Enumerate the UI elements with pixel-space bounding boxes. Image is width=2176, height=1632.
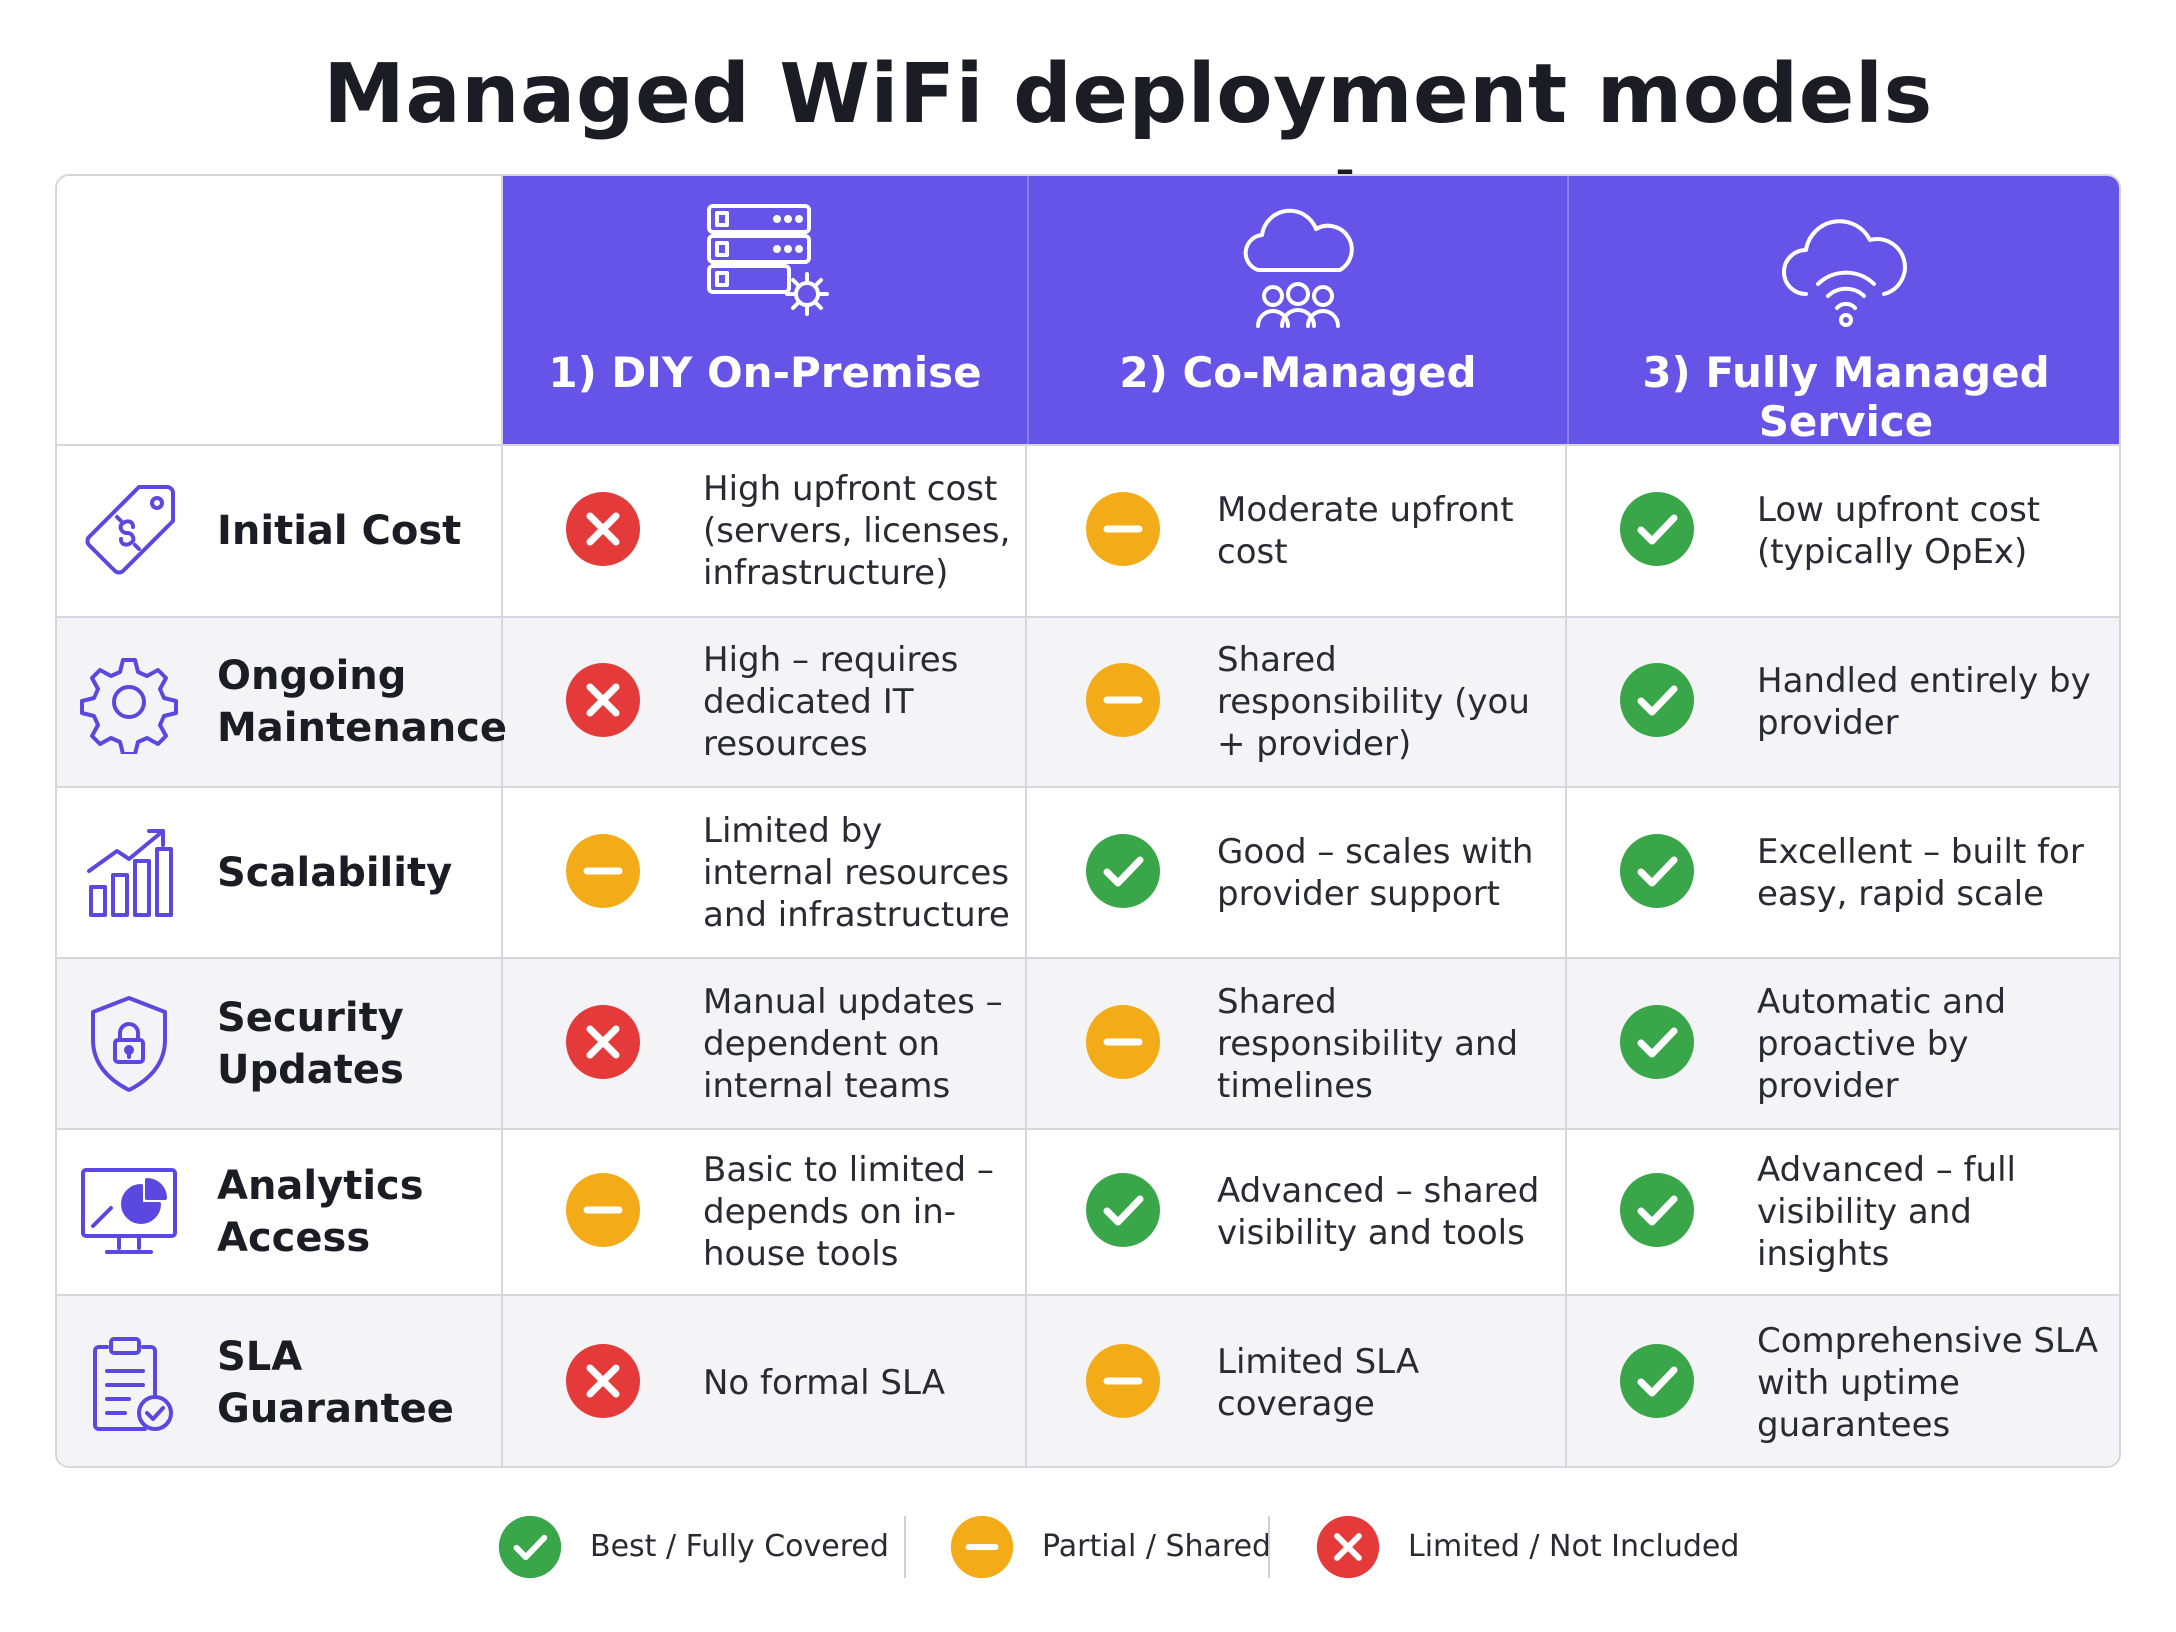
table-row: Ongoing Maintenance High – requires dedi…: [57, 616, 2119, 786]
limited-x-icon: [565, 1004, 641, 1084]
value-cell: Comprehensive SLA with uptime guarantees: [1567, 1296, 2119, 1466]
best-check-icon: [1619, 662, 1695, 742]
criterion-cell: Security Updates: [57, 959, 503, 1128]
value-cell: Good – scales with provider support: [1027, 788, 1567, 957]
value-text: Shared responsibility (you + provider): [1217, 640, 1530, 764]
value-cell: Handled entirely by provider: [1567, 618, 2119, 786]
value-cell: Shared responsibility (you + provider): [1027, 618, 1567, 786]
value-cell: High upfront cost (servers, licenses, in…: [503, 446, 1027, 616]
value-text: Limited SLA coverage: [1217, 1342, 1420, 1424]
best-check-icon: [1619, 1343, 1695, 1423]
value-cell: Automatic and proactive by provider: [1567, 959, 2119, 1128]
value-cell: No formal SLA: [503, 1296, 1027, 1466]
criterion-cell: Scalability: [57, 788, 503, 957]
value-text: Good – scales with provider support: [1217, 831, 1534, 914]
growth-chart-icon: [77, 821, 181, 925]
value-text: Advanced – full visibility and insights: [1757, 1150, 2016, 1274]
best-check-icon: [1619, 833, 1695, 913]
table-row: Analytics Access Basic to limited – depe…: [57, 1128, 2119, 1294]
column-label: 2) Co-Managed: [1119, 348, 1477, 397]
value-text: Shared responsibility and timelines: [1217, 981, 1519, 1106]
column-label: 3) Fully Managed Service: [1642, 348, 2050, 446]
criterion-cell: Initial Cost: [57, 446, 503, 616]
criterion-cell: Analytics Access: [57, 1130, 503, 1294]
legend-label: Best / Fully Covered: [590, 1529, 889, 1564]
table-row: Scalability Limited by internal resource…: [57, 786, 2119, 957]
best-check-icon: [1085, 1172, 1161, 1252]
legend-divider: [904, 1516, 906, 1578]
criterion-label: Analytics Access: [217, 1163, 424, 1261]
clipboard-check-icon: [77, 1331, 181, 1435]
value-text: Limited by internal resources and infras…: [703, 810, 1010, 935]
value-text: No formal SLA: [703, 1363, 945, 1403]
comparison-table: 1) DIY On-Premise 2) Co-Managed 3) Fully…: [55, 174, 2121, 1468]
limited-x-icon: [1316, 1515, 1380, 1583]
best-check-icon: [498, 1515, 562, 1583]
criterion-cell: Ongoing Maintenance: [57, 618, 508, 786]
criterion-label: Security Updates: [217, 994, 404, 1093]
criterion-label: Ongoing Maintenance: [217, 653, 508, 751]
value-text: High upfront cost (servers, licenses, in…: [703, 469, 1011, 593]
best-check-icon: [1085, 833, 1161, 913]
shield-lock-icon: [77, 992, 181, 1096]
criterion-label: Scalability: [217, 849, 453, 896]
best-check-icon: [1619, 1004, 1695, 1084]
value-cell: High – requires dedicated IT resources: [503, 618, 1027, 786]
criterion-cell: SLA Guarantee: [57, 1296, 503, 1466]
column-label: 1) DIY On-Premise: [548, 348, 982, 397]
value-text: Automatic and proactive by provider: [1757, 981, 2007, 1106]
page-title: Managed WiFi deployment models compared: [323, 47, 1933, 252]
limited-x-icon: [565, 491, 641, 571]
value-cell: Basic to limited – depends on in-house t…: [503, 1130, 1027, 1294]
value-text: Moderate upfront cost: [1217, 490, 1514, 572]
value-cell: Limited by internal resources and infras…: [503, 788, 1027, 957]
value-cell: Excellent – built for easy, rapid scale: [1567, 788, 2119, 957]
legend-divider: [1268, 1516, 1270, 1578]
legend-label: Limited / Not Included: [1408, 1529, 1740, 1564]
criterion-label: SLA Guarantee: [217, 1334, 454, 1432]
table-row: Security Updates Manual updates – depend…: [57, 957, 2119, 1128]
table-row: SLA Guarantee No formal SLA Limited SLA …: [57, 1294, 2119, 1466]
column-header-co-managed: 2) Co-Managed: [1027, 176, 1567, 444]
value-text: Excellent – built for easy, rapid scale: [1757, 831, 2084, 914]
value-text: Manual updates – dependent on internal t…: [703, 981, 1003, 1106]
header-corner: [57, 176, 503, 444]
value-text: Low upfront cost (typically OpEx): [1757, 490, 2041, 572]
limited-x-icon: [565, 662, 641, 742]
partial-dash-icon: [565, 1172, 641, 1252]
gear-icon: [77, 650, 181, 756]
legend: Best / Fully Covered Partial / Shared Li…: [0, 1512, 2176, 1582]
column-header-fully-managed: 3) Fully Managed Service: [1567, 176, 2119, 446]
partial-dash-icon: [565, 833, 641, 913]
value-text: High – requires dedicated IT resources: [703, 640, 959, 764]
legend-label: Partial / Shared: [1042, 1529, 1272, 1564]
best-check-icon: [1619, 1172, 1695, 1252]
server-gear-icon: [695, 198, 835, 332]
partial-dash-icon: [1085, 1343, 1161, 1423]
partial-dash-icon: [1085, 662, 1161, 742]
value-cell: Moderate upfront cost: [1027, 446, 1567, 616]
value-text: Basic to limited – depends on in-house t…: [703, 1150, 994, 1274]
cloud-people-icon: [1228, 198, 1368, 342]
value-cell: Shared responsibility and timelines: [1027, 959, 1567, 1128]
value-cell: Advanced – shared visibility and tools: [1027, 1130, 1567, 1294]
value-cell: Manual updates – dependent on internal t…: [503, 959, 1027, 1128]
value-cell: Advanced – full visibility and insights: [1567, 1130, 2119, 1294]
best-check-icon: [1619, 491, 1695, 571]
value-text: Advanced – shared visibility and tools: [1217, 1171, 1540, 1253]
column-header-diy: 1) DIY On-Premise: [503, 176, 1027, 444]
value-text: Handled entirely by provider: [1757, 661, 2091, 743]
partial-dash-icon: [950, 1515, 1014, 1583]
criterion-label: Initial Cost: [217, 508, 462, 554]
partial-dash-icon: [1085, 1004, 1161, 1084]
monitor-chart-icon: [77, 1160, 181, 1264]
price-tag-icon: [77, 479, 181, 583]
partial-dash-icon: [1085, 491, 1161, 571]
value-cell: Low upfront cost (typically OpEx): [1567, 446, 2119, 616]
value-text: Comprehensive SLA with uptime guarantees: [1757, 1321, 2098, 1445]
table-row: Initial Cost High upfront cost (servers,…: [57, 444, 2119, 616]
value-cell: Limited SLA coverage: [1027, 1296, 1567, 1466]
cloud-wifi-icon: [1766, 198, 1926, 342]
limited-x-icon: [565, 1343, 641, 1423]
